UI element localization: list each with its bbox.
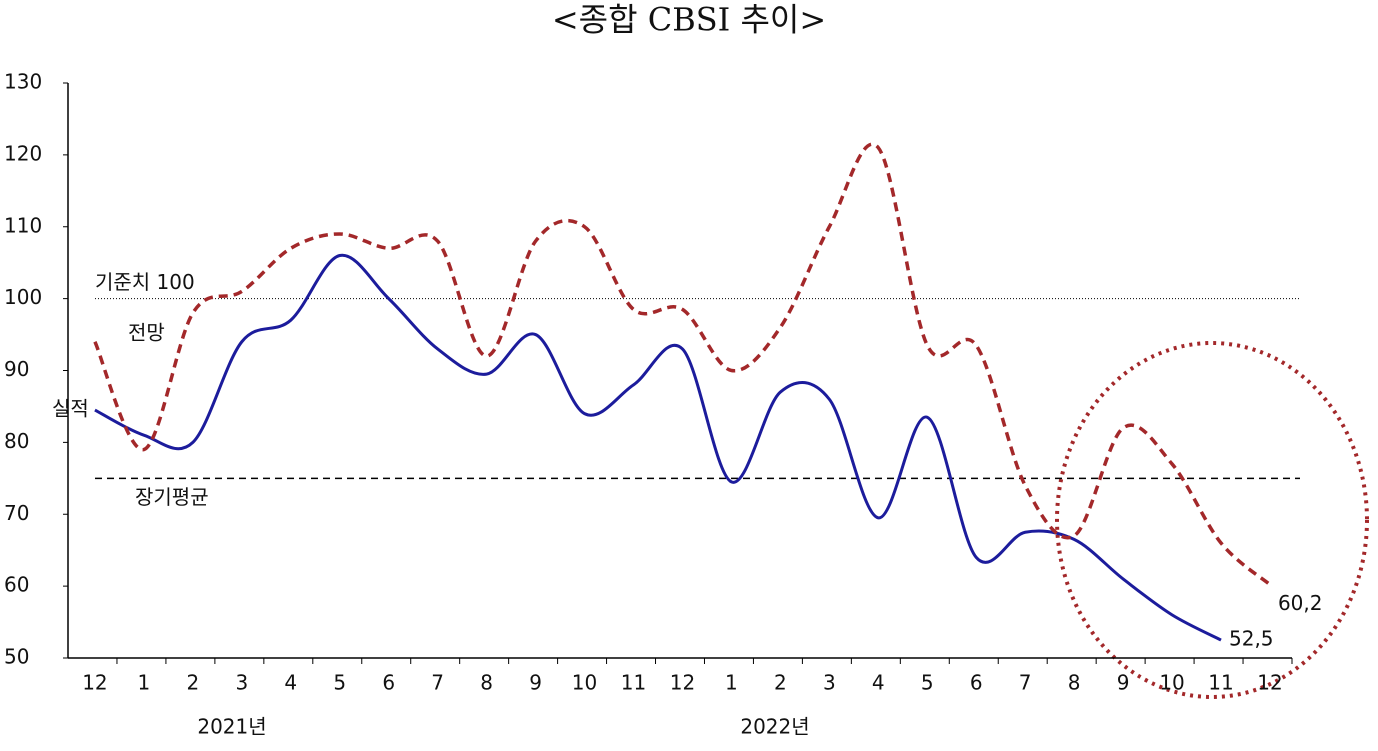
data-label: 52,5: [1229, 627, 1274, 651]
x-tick-label: 4: [872, 671, 885, 695]
legend-label: 실적: [52, 397, 89, 421]
x-tick-label: 8: [480, 671, 493, 695]
y-tick-label: 60: [4, 573, 29, 597]
x-tick-label: 12: [670, 671, 695, 695]
x-tick-label: 11: [1208, 671, 1233, 695]
year-label: 2021년: [197, 715, 266, 739]
x-tick-label: 3: [823, 671, 836, 695]
year-label: 2022년: [740, 715, 809, 739]
highlight-circle: [1055, 341, 1369, 699]
x-tick-label: 10: [572, 671, 597, 695]
x-tick-label: 2: [774, 671, 787, 695]
y-tick-label: 120: [4, 141, 42, 165]
reference-label: 장기평균: [135, 485, 209, 509]
x-tick-label: 8: [1068, 671, 1081, 695]
data-label: 60,2: [1278, 591, 1323, 615]
chart-title: <종합 CBSI 추이>: [552, 1, 826, 39]
x-tick-label: 3: [235, 671, 248, 695]
x-tick-label: 1: [138, 671, 151, 695]
y-tick-label: 90: [4, 357, 29, 381]
x-tick-label: 4: [284, 671, 297, 695]
y-tick-label: 80: [4, 429, 29, 453]
x-tick-label: 2: [186, 671, 199, 695]
x-tick-label: 5: [333, 671, 346, 695]
x-tick-label: 12: [82, 671, 107, 695]
x-tick-label: 12: [1257, 671, 1282, 695]
y-tick-label: 130: [4, 70, 42, 94]
x-tick-label: 7: [1019, 671, 1032, 695]
y-tick-label: 110: [4, 213, 42, 237]
x-tick-label: 7: [431, 671, 444, 695]
series-line: [93, 142, 1272, 587]
legend-label: 전망: [128, 321, 165, 345]
y-tick-label: 100: [4, 285, 42, 309]
reference-label: 기준치 100: [95, 270, 195, 294]
x-tick-label: 10: [1159, 671, 1184, 695]
y-tick-label: 70: [4, 501, 29, 525]
x-tick-label: 6: [382, 671, 395, 695]
x-tick-label: 6: [970, 671, 983, 695]
x-tick-label: 1: [725, 671, 738, 695]
x-tick-label: 9: [1117, 671, 1130, 695]
x-tick-label: 11: [621, 671, 646, 695]
x-tick-label: 5: [921, 671, 934, 695]
series-line: [94, 253, 1222, 642]
y-tick-label: 50: [4, 645, 29, 669]
x-tick-label: 9: [529, 671, 542, 695]
